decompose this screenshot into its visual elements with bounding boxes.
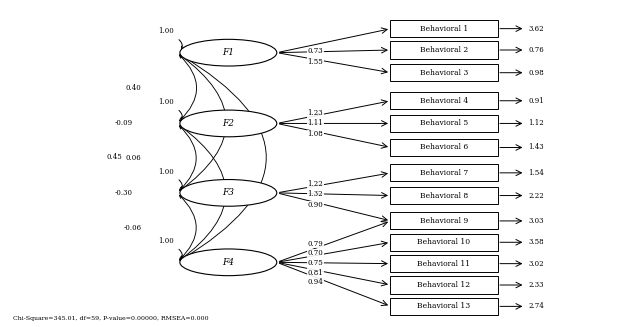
- Text: 0.73: 0.73: [308, 47, 323, 56]
- FancyBboxPatch shape: [390, 20, 498, 37]
- Text: 1.23: 1.23: [308, 109, 323, 117]
- Text: F1: F1: [222, 48, 234, 57]
- Text: 1.08: 1.08: [308, 130, 323, 138]
- Text: 0.75: 0.75: [308, 259, 323, 267]
- Text: Behavioral 13: Behavioral 13: [417, 302, 471, 310]
- FancyArrowPatch shape: [179, 180, 184, 189]
- Text: 1.12: 1.12: [528, 119, 544, 128]
- Text: Behavioral 11: Behavioral 11: [417, 260, 471, 267]
- Text: -0.09: -0.09: [115, 119, 133, 127]
- Text: 1.00: 1.00: [158, 237, 174, 245]
- Text: F2: F2: [222, 119, 234, 128]
- Text: 2.33: 2.33: [528, 281, 544, 289]
- Text: 0.70: 0.70: [308, 249, 323, 257]
- Text: Behavioral 2: Behavioral 2: [420, 46, 468, 54]
- Text: 3.03: 3.03: [528, 217, 544, 225]
- FancyArrowPatch shape: [179, 196, 197, 260]
- Text: F4: F4: [222, 258, 234, 267]
- FancyBboxPatch shape: [390, 298, 498, 315]
- FancyArrowPatch shape: [179, 249, 184, 259]
- Text: 2.74: 2.74: [528, 302, 544, 310]
- FancyArrowPatch shape: [180, 126, 226, 260]
- Text: 0.40: 0.40: [125, 84, 141, 92]
- Text: Behavioral 6: Behavioral 6: [420, 144, 468, 151]
- Text: Behavioral 10: Behavioral 10: [417, 238, 471, 246]
- FancyBboxPatch shape: [390, 139, 498, 156]
- Text: 0.79: 0.79: [308, 240, 323, 248]
- Ellipse shape: [180, 39, 277, 66]
- Text: Behavioral 5: Behavioral 5: [420, 119, 468, 128]
- FancyBboxPatch shape: [390, 64, 498, 81]
- Text: 1.22: 1.22: [308, 180, 323, 188]
- Text: 0.76: 0.76: [528, 46, 544, 54]
- Text: 1.32: 1.32: [308, 190, 323, 198]
- Text: Chi-Square=345.01, df=59, P-value=0.00000, RMSEA=0.000: Chi-Square=345.01, df=59, P-value=0.0000…: [13, 316, 208, 321]
- FancyBboxPatch shape: [390, 255, 498, 272]
- FancyArrowPatch shape: [180, 55, 226, 191]
- FancyBboxPatch shape: [390, 115, 498, 132]
- Text: 1.00: 1.00: [158, 167, 174, 176]
- Text: 1.00: 1.00: [158, 98, 174, 106]
- FancyArrowPatch shape: [179, 40, 184, 49]
- Text: Behavioral 7: Behavioral 7: [420, 169, 468, 177]
- Text: Behavioral 9: Behavioral 9: [420, 217, 468, 225]
- Text: 0.06: 0.06: [125, 154, 141, 162]
- Text: Behavioral 4: Behavioral 4: [420, 97, 468, 105]
- FancyBboxPatch shape: [390, 187, 498, 204]
- Text: F3: F3: [222, 188, 234, 198]
- FancyArrowPatch shape: [179, 126, 197, 190]
- Text: 1.00: 1.00: [158, 27, 174, 35]
- Text: Behavioral 8: Behavioral 8: [420, 192, 468, 199]
- Text: 3.58: 3.58: [528, 238, 544, 246]
- Text: Behavioral 1: Behavioral 1: [420, 25, 468, 33]
- Text: 1.55: 1.55: [308, 58, 323, 66]
- Text: 1.43: 1.43: [528, 144, 544, 151]
- FancyArrowPatch shape: [180, 55, 266, 260]
- Text: Behavioral 12: Behavioral 12: [417, 281, 471, 289]
- Text: 0.81: 0.81: [308, 268, 323, 277]
- FancyArrowPatch shape: [179, 55, 197, 121]
- Text: 3.62: 3.62: [528, 25, 544, 33]
- Text: 2.22: 2.22: [528, 192, 544, 199]
- Text: 1.11: 1.11: [308, 119, 323, 128]
- FancyBboxPatch shape: [390, 42, 498, 59]
- Text: Behavioral 3: Behavioral 3: [420, 69, 468, 77]
- Ellipse shape: [180, 180, 277, 206]
- Ellipse shape: [180, 249, 277, 276]
- Ellipse shape: [180, 110, 277, 137]
- Text: -0.06: -0.06: [124, 224, 142, 232]
- Text: 1.54: 1.54: [528, 169, 544, 177]
- FancyBboxPatch shape: [390, 234, 498, 251]
- FancyArrowPatch shape: [179, 111, 184, 120]
- Text: -0.30: -0.30: [115, 189, 133, 197]
- Text: 3.02: 3.02: [528, 260, 544, 267]
- FancyBboxPatch shape: [390, 164, 498, 181]
- FancyBboxPatch shape: [390, 212, 498, 230]
- Text: 0.45: 0.45: [107, 153, 122, 162]
- Text: 0.91: 0.91: [528, 97, 544, 105]
- FancyBboxPatch shape: [390, 92, 498, 109]
- Text: 0.90: 0.90: [308, 201, 323, 210]
- Text: 0.94: 0.94: [308, 278, 323, 286]
- FancyBboxPatch shape: [390, 276, 498, 294]
- Text: 0.98: 0.98: [528, 69, 544, 77]
